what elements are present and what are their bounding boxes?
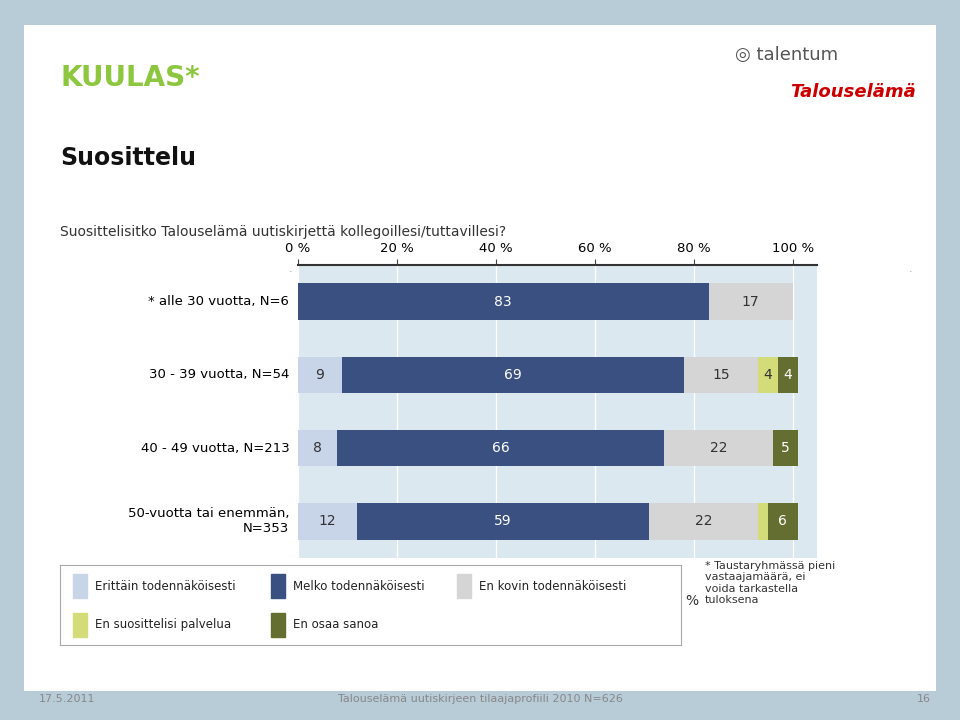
Text: Melko todennäköisesti: Melko todennäköisesti bbox=[293, 580, 424, 593]
Text: Talouselämä uutiskirjeen tilaajaprofiili 2010 N=626: Talouselämä uutiskirjeen tilaajaprofiili… bbox=[338, 694, 622, 704]
Bar bbox=[708, 283, 793, 320]
Bar bbox=[298, 283, 708, 320]
Text: 22: 22 bbox=[695, 514, 712, 528]
Text: En suosittelisi palvelua: En suosittelisi palvelua bbox=[95, 618, 230, 631]
Text: KUULAS*: KUULAS* bbox=[60, 65, 200, 92]
Text: 17: 17 bbox=[742, 294, 759, 309]
Text: 12: 12 bbox=[319, 514, 336, 528]
Text: .: . bbox=[288, 264, 292, 274]
Text: 8: 8 bbox=[313, 441, 322, 455]
Bar bbox=[337, 430, 664, 467]
Text: ◎ talentum: ◎ talentum bbox=[735, 46, 838, 64]
Bar bbox=[272, 613, 285, 636]
Text: En osaa sanoa: En osaa sanoa bbox=[293, 618, 378, 631]
Bar bbox=[758, 356, 778, 393]
Text: Erittäin todennäköisesti: Erittäin todennäköisesti bbox=[95, 580, 235, 593]
Text: 16: 16 bbox=[917, 694, 931, 704]
Bar bbox=[357, 503, 649, 540]
Bar bbox=[298, 430, 337, 467]
Text: 6: 6 bbox=[779, 514, 787, 528]
Text: 59: 59 bbox=[494, 514, 512, 528]
Text: * Taustaryhmässä pieni
vastaajamäärä, ei
voida tarkastella
tuloksena: * Taustaryhmässä pieni vastaajamäärä, ei… bbox=[705, 561, 835, 606]
Text: 83: 83 bbox=[494, 294, 512, 309]
Text: 22: 22 bbox=[709, 441, 727, 455]
Bar bbox=[758, 503, 768, 540]
Text: 4: 4 bbox=[763, 368, 772, 382]
Text: 9: 9 bbox=[316, 368, 324, 382]
Text: 17.5.2011: 17.5.2011 bbox=[38, 694, 95, 704]
Text: 5: 5 bbox=[780, 441, 790, 455]
Text: .: . bbox=[908, 264, 912, 274]
Bar bbox=[298, 356, 342, 393]
Text: En kovin todennäköisesti: En kovin todennäköisesti bbox=[479, 580, 627, 593]
Bar bbox=[457, 575, 471, 598]
Bar bbox=[778, 356, 798, 393]
Text: 69: 69 bbox=[504, 368, 522, 382]
Text: Talouselämä: Talouselämä bbox=[790, 83, 916, 101]
Bar bbox=[272, 575, 285, 598]
Bar bbox=[664, 430, 773, 467]
Bar bbox=[342, 356, 684, 393]
Bar bbox=[73, 575, 86, 598]
Bar bbox=[684, 356, 758, 393]
Text: Suosittelu: Suosittelu bbox=[60, 146, 197, 171]
Text: Suosittelisitko Talouselämä uutiskirjettä kollegoillesi/tuttavillesi?: Suosittelisitko Talouselämä uutiskirjett… bbox=[60, 225, 507, 238]
Bar bbox=[768, 503, 798, 540]
Bar bbox=[73, 613, 86, 636]
Text: 4: 4 bbox=[783, 368, 792, 382]
Bar bbox=[773, 430, 798, 467]
Text: %: % bbox=[685, 593, 699, 608]
Text: 15: 15 bbox=[712, 368, 730, 382]
Bar bbox=[649, 503, 758, 540]
Text: 66: 66 bbox=[492, 441, 510, 455]
Bar bbox=[298, 503, 357, 540]
